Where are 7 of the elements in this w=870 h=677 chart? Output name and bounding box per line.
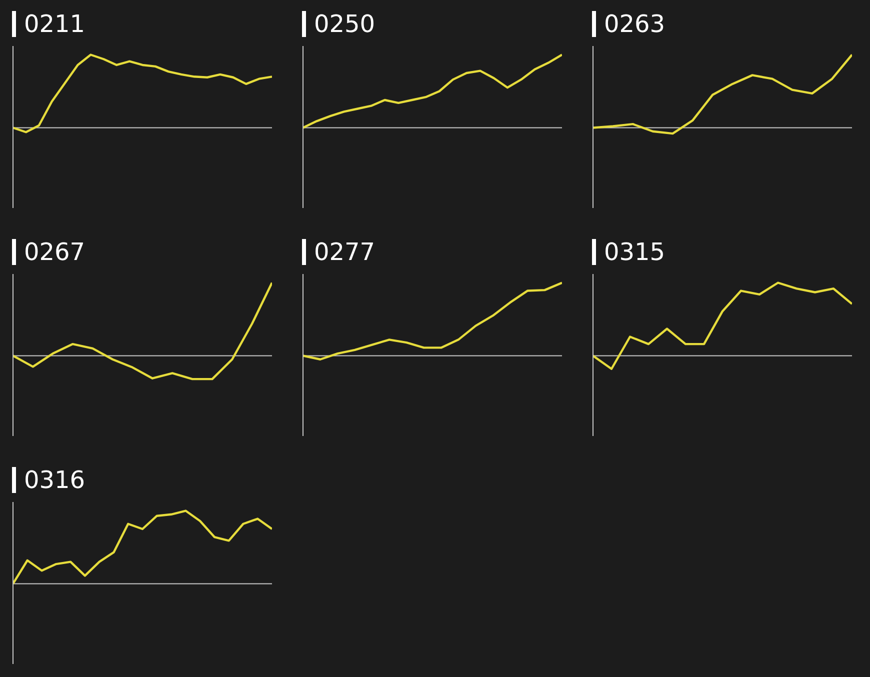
chart-title: 0315 xyxy=(604,238,666,266)
chart-title: 0211 xyxy=(24,10,86,38)
chart-title: 0267 xyxy=(24,238,86,266)
chart-title: 0250 xyxy=(314,10,376,38)
chart-title: 0316 xyxy=(24,466,86,494)
chart-title: 0263 xyxy=(604,10,666,38)
chart-title: 0277 xyxy=(314,238,376,266)
